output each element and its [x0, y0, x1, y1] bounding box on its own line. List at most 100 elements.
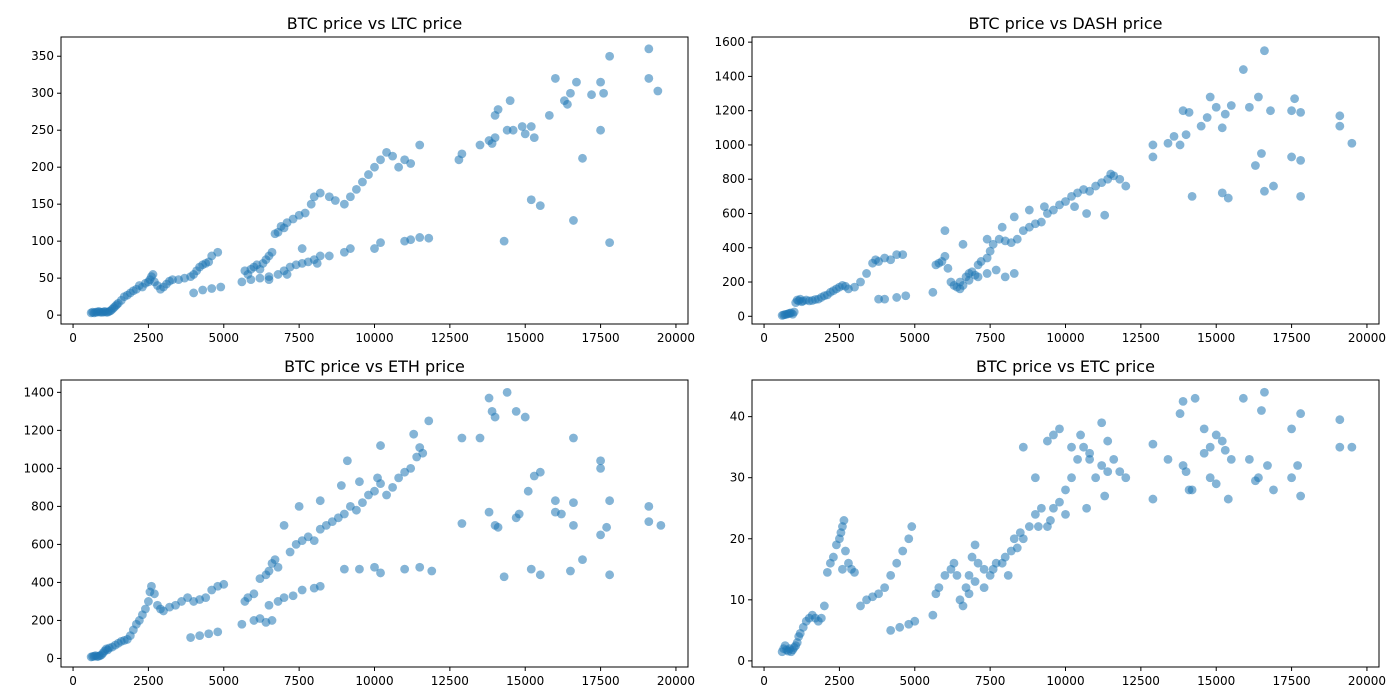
- scatter-point: [596, 456, 605, 466]
- x-tick-label: 5000: [209, 674, 240, 688]
- scatter-point: [599, 88, 608, 98]
- scatter-point: [940, 571, 950, 580]
- scatter-point: [529, 133, 539, 142]
- x-tick-label: 12500: [431, 331, 469, 345]
- scatter-point: [454, 155, 464, 165]
- y-tick-label: 1000: [714, 138, 745, 152]
- y-tick-label: 0: [46, 651, 54, 665]
- scatter-point: [511, 406, 521, 416]
- scatter-point: [457, 433, 467, 443]
- scatter-point: [339, 199, 349, 209]
- scatter-point: [388, 151, 397, 161]
- scatter-point: [1217, 188, 1227, 198]
- scatter-point: [1061, 485, 1070, 495]
- scatter-point: [1178, 396, 1188, 406]
- scatter-point: [644, 74, 654, 83]
- scatter-point: [523, 486, 533, 496]
- scatter-point: [856, 601, 865, 611]
- scatter-point: [1223, 494, 1233, 504]
- x-tick-label: 5000: [900, 674, 931, 688]
- scatter-point: [1335, 111, 1345, 121]
- scatter-point: [1347, 442, 1357, 452]
- scatter-point: [550, 507, 560, 517]
- x-tick-label: 15000: [506, 331, 544, 345]
- scatter-point: [1148, 140, 1158, 150]
- x-tick-label: 5000: [900, 331, 931, 345]
- scatter-point: [514, 509, 524, 519]
- scatter-point: [526, 195, 536, 205]
- scatter-point: [789, 307, 799, 317]
- scatter-point: [457, 519, 467, 528]
- scatter-point: [1115, 467, 1125, 476]
- scatter-point: [874, 294, 884, 304]
- y-tick-label: 50: [39, 271, 54, 285]
- scatter-point: [1211, 102, 1221, 112]
- scatter-point: [964, 589, 974, 599]
- scatter-point: [819, 601, 829, 611]
- scatter-point: [1238, 393, 1248, 403]
- scatter-point: [569, 216, 578, 225]
- scatter-point: [967, 552, 977, 562]
- scatter-point: [973, 272, 983, 282]
- scatter-point: [370, 562, 379, 572]
- scatter-point: [508, 125, 518, 135]
- scatter-point: [415, 443, 425, 452]
- scatter-point: [216, 282, 226, 292]
- scatter-point: [1187, 191, 1197, 201]
- y-tick-label: 30: [730, 471, 745, 485]
- scatter-point: [499, 572, 509, 582]
- scatter-point: [907, 522, 917, 531]
- scatter-point: [424, 233, 434, 243]
- scatter-point: [288, 591, 298, 601]
- scatter-point: [550, 74, 560, 83]
- scatter-point: [955, 277, 965, 287]
- x-tick-label: 17500: [1272, 331, 1310, 345]
- scatter-point: [345, 192, 355, 202]
- x-tick-label: 2500: [133, 331, 164, 345]
- scatter-point: [487, 139, 497, 148]
- scatter-point: [1067, 442, 1076, 452]
- scatter-point: [1257, 149, 1266, 158]
- x-tick-label: 10000: [355, 331, 393, 345]
- y-tick-label: 1600: [714, 35, 745, 49]
- scatter-point: [520, 412, 530, 422]
- y-tick-label: 1200: [714, 104, 745, 118]
- scatter-point: [958, 239, 968, 249]
- scatter-point: [973, 558, 983, 568]
- scatter-point: [1103, 436, 1113, 446]
- scatter-point: [569, 498, 578, 507]
- scatter-point: [394, 162, 404, 172]
- scatter-point: [1109, 454, 1119, 464]
- scatter-point: [898, 546, 908, 556]
- scatter-point: [493, 105, 503, 114]
- scatter-point: [1269, 181, 1278, 191]
- scatter-point: [1217, 436, 1227, 446]
- subplot-title: BTC price vs LTC price: [287, 14, 463, 33]
- y-tick-label: 600: [31, 537, 54, 551]
- scatter-point: [1205, 442, 1215, 452]
- scatter-point: [1049, 503, 1058, 513]
- scatter-point: [189, 288, 199, 298]
- y-tick-label: 400: [722, 241, 745, 255]
- scatter-point: [355, 564, 364, 574]
- scatter-point: [144, 597, 153, 606]
- scatter-point: [535, 201, 545, 211]
- scatter-point: [1220, 109, 1230, 119]
- scatter-point: [982, 269, 992, 278]
- scatter-point: [1296, 191, 1306, 201]
- scatter-point: [970, 540, 980, 550]
- scatter-point: [336, 481, 346, 490]
- scatter-point: [964, 571, 974, 580]
- scatter-point: [1296, 155, 1306, 165]
- scatter-point: [1024, 205, 1034, 215]
- y-tick-label: 10: [730, 593, 745, 607]
- scatter-point: [1226, 101, 1236, 110]
- scatter-point: [415, 233, 425, 242]
- y-tick-label: 200: [31, 160, 54, 174]
- x-tick-label: 17500: [581, 674, 619, 688]
- scatter-point: [1024, 522, 1034, 531]
- y-tick-label: 350: [31, 49, 54, 63]
- scatter-point: [850, 282, 859, 292]
- scatter-point: [376, 568, 385, 578]
